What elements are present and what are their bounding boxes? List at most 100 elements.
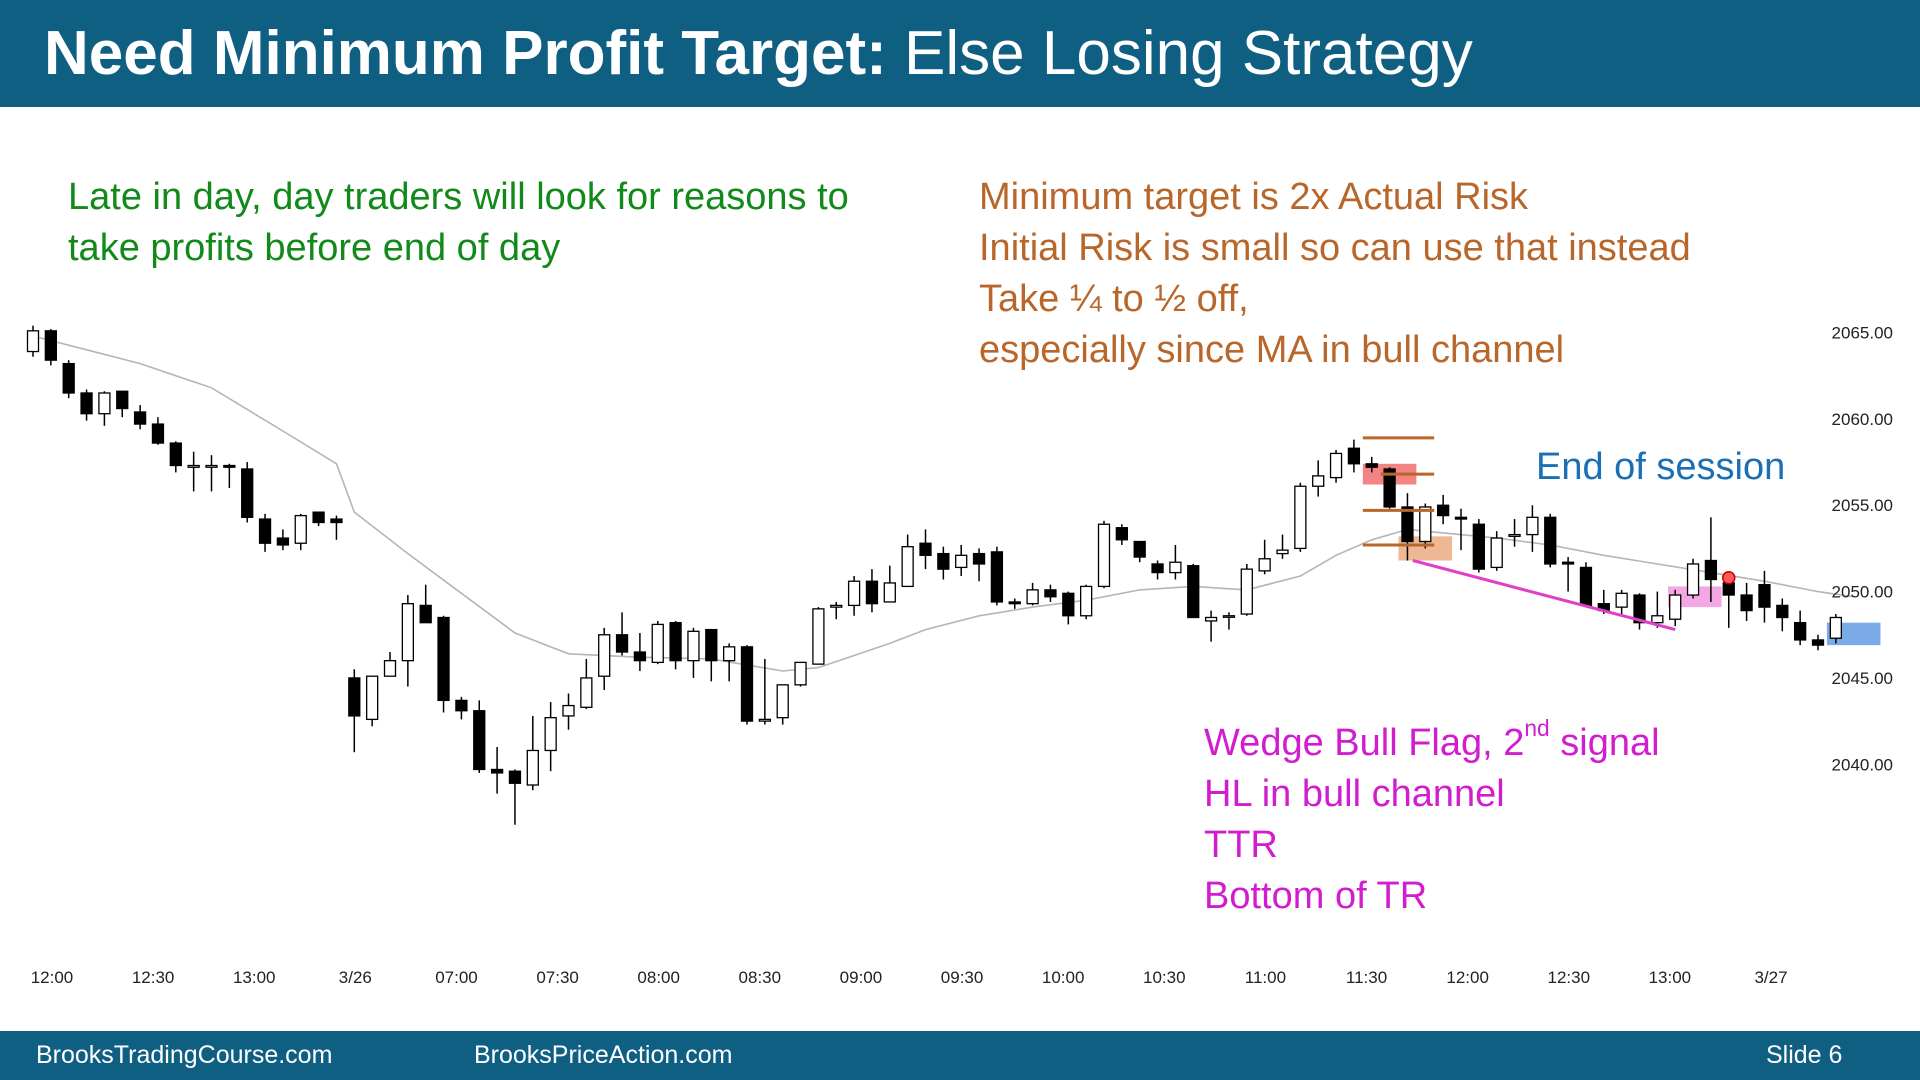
bear-candle-body (116, 390, 129, 410)
bear-candle-body (740, 646, 754, 722)
candle (98, 391, 111, 426)
bear-candle-body (1776, 604, 1789, 619)
bear-candle-body (972, 552, 986, 565)
x-tick-label: 09:30 (941, 968, 984, 987)
candle (26, 325, 40, 357)
candle (562, 693, 575, 730)
bear-candle-body (1579, 566, 1593, 607)
x-tick-label: 3/26 (339, 968, 372, 987)
y-axis: 2065.00 2060.00 2055.00 2050.00 2045.00 2040.… (1832, 324, 1893, 775)
bull-candle-body (1258, 558, 1271, 572)
x-tick-label: 09:00 (840, 968, 883, 987)
candle (365, 675, 379, 727)
candle (705, 628, 718, 682)
bull-candle-body (1508, 533, 1521, 537)
candle (1401, 493, 1414, 561)
bear-candle-body (1544, 516, 1557, 565)
candle (919, 529, 932, 570)
bull-candle-body (98, 392, 111, 415)
candle (1240, 563, 1253, 616)
bull-candle-body (955, 554, 968, 569)
y-tick-label: 2060.00 (1832, 410, 1893, 429)
bull-candle-body (1204, 616, 1218, 622)
x-tick-label: 13:00 (233, 968, 276, 987)
note-line: Bottom of TR (1204, 875, 1428, 917)
bear-candle-body (1454, 516, 1468, 520)
candle (473, 700, 486, 773)
bear-candle-body (1561, 561, 1575, 565)
bull-candle-body (544, 717, 557, 752)
candle (151, 417, 165, 445)
bull-candle-body (651, 623, 664, 664)
y-tick-label: 2040.00 (1832, 755, 1893, 774)
y-tick-label: 2065.00 (1832, 324, 1893, 343)
note-minimum-target: Minimum target is 2x Actual Risk Initial… (979, 172, 1691, 376)
note-text: signal (1549, 722, 1660, 764)
candle (1526, 505, 1539, 552)
candle (1811, 634, 1825, 651)
bear-candle-body (490, 768, 504, 774)
candle (1686, 558, 1700, 599)
candle (1008, 598, 1021, 609)
candle (669, 620, 682, 670)
bull-candle-body (723, 646, 736, 662)
candle (1097, 520, 1111, 589)
bull-candle-body (26, 330, 40, 353)
candle (1133, 540, 1146, 563)
bull-candle-body (187, 464, 200, 468)
candle (1544, 513, 1557, 568)
candle (1294, 482, 1307, 552)
bull-candle-body (1651, 615, 1664, 624)
bear-candle-body (1437, 504, 1450, 517)
footer-price-action-site: BrooksPriceAction.com (474, 1041, 733, 1069)
candle (1115, 524, 1128, 545)
candle (348, 669, 361, 753)
bull-candle-body (1329, 452, 1343, 479)
candle (187, 451, 200, 492)
bull-candle-body (526, 749, 539, 786)
candle (490, 747, 504, 794)
candle (1794, 610, 1807, 646)
candles-layer (26, 325, 1842, 825)
note-line: Wedge Bull Flag, 2nd signal (1204, 716, 1660, 769)
signal-dot (1722, 571, 1736, 585)
candle (44, 329, 57, 366)
bull-candle-body (383, 660, 397, 677)
candle (223, 463, 236, 488)
candle (1080, 584, 1093, 620)
candle (687, 627, 700, 678)
bear-candle-body (437, 616, 450, 702)
bear-candle-body (615, 634, 629, 653)
note-line: especially since MA in bull channel (979, 329, 1565, 371)
bear-candle-body (1704, 559, 1718, 581)
bull-candle-body (1829, 616, 1842, 639)
candle (830, 601, 843, 620)
candle (401, 595, 415, 687)
bear-candle-body (133, 411, 147, 425)
candle (740, 645, 754, 725)
bull-candle-body (1097, 523, 1111, 588)
candle (633, 633, 647, 672)
note-line: TTR (1204, 824, 1278, 866)
bull-candle-body (580, 677, 593, 708)
bear-candle-body (1722, 582, 1735, 596)
bull-candle-body (1615, 592, 1628, 608)
candle (972, 548, 986, 582)
bull-candle-body (883, 582, 896, 603)
candle (1258, 539, 1271, 575)
candle (241, 462, 254, 523)
candle (1329, 449, 1343, 483)
note-line: take profits before end of day (68, 227, 561, 269)
candle (62, 360, 75, 399)
bear-candle-body (919, 542, 932, 556)
bear-candle-body (1794, 622, 1807, 641)
candle (205, 455, 218, 492)
y-tick-label: 2055.00 (1832, 496, 1893, 515)
bull-candle-body (205, 464, 218, 468)
candle (758, 658, 771, 725)
bear-candle-body (705, 628, 718, 662)
bear-candle-body (1115, 527, 1128, 541)
candle (1312, 460, 1325, 497)
candle (116, 390, 129, 418)
bear-candle-body (1383, 468, 1396, 508)
